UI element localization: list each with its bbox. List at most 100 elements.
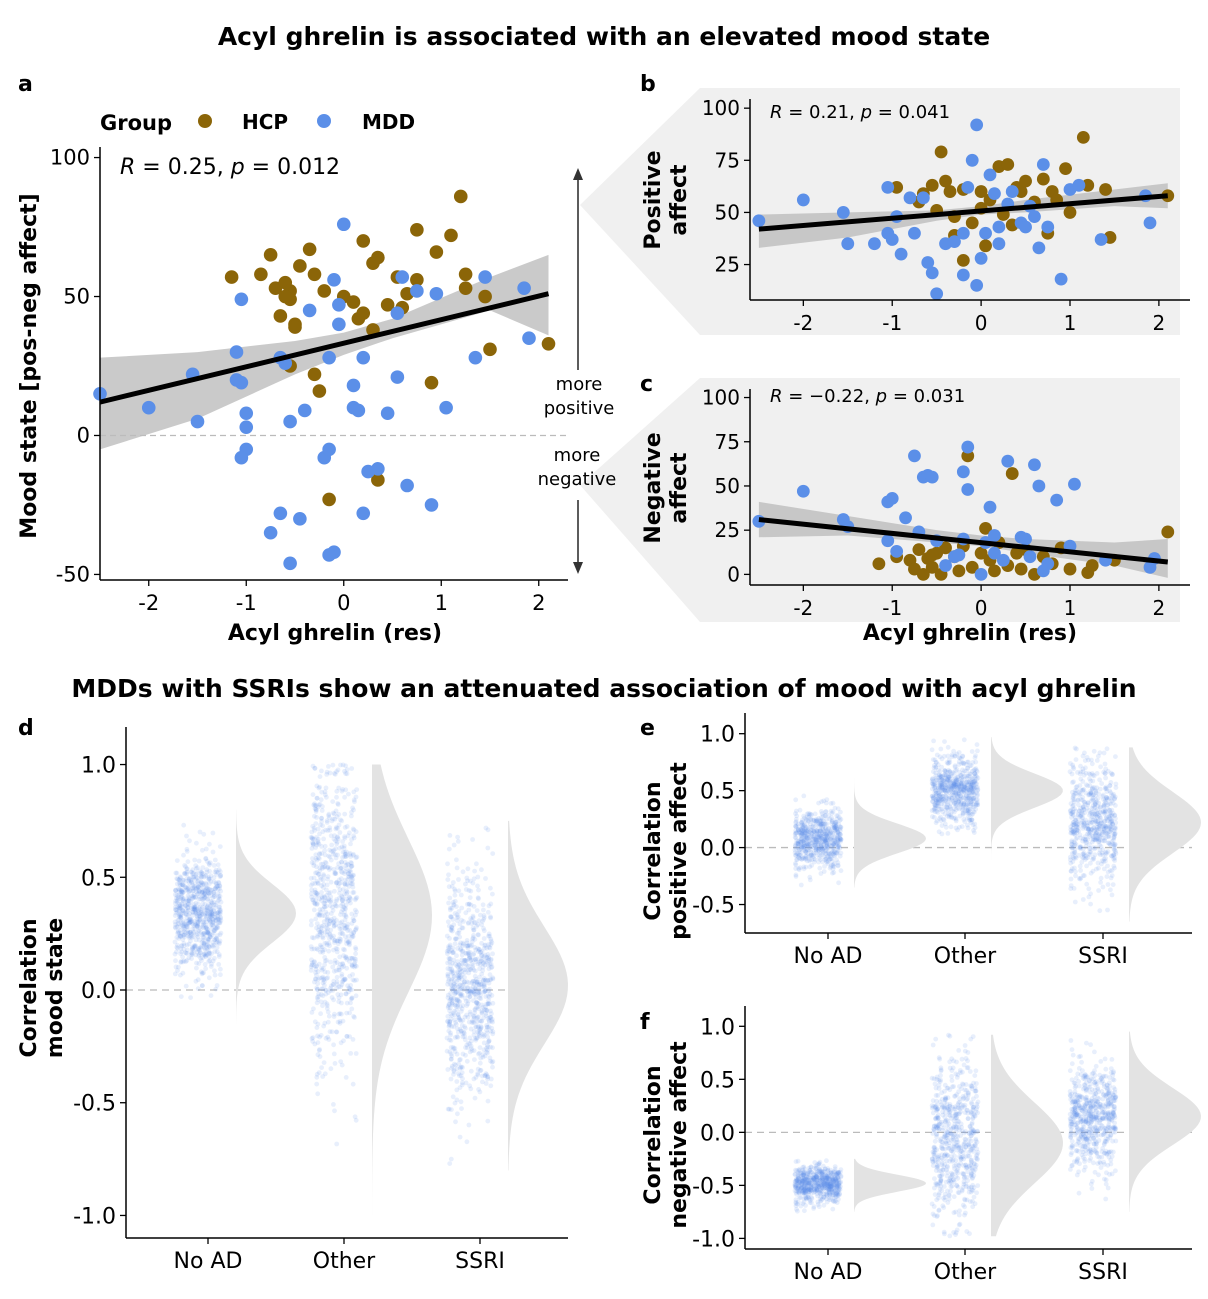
jitter-point bbox=[485, 1001, 491, 1007]
point-mdd bbox=[478, 270, 492, 284]
point-mdd bbox=[293, 512, 307, 526]
jitter-point bbox=[807, 811, 813, 817]
jitter-point bbox=[1108, 875, 1114, 881]
jitter-point bbox=[202, 888, 208, 894]
point-mdd bbox=[961, 181, 975, 194]
point-mdd bbox=[970, 118, 984, 132]
jitter-point bbox=[198, 882, 204, 887]
jitter-point bbox=[189, 950, 194, 956]
jitter-point bbox=[212, 949, 218, 954]
point-mdd bbox=[302, 303, 317, 318]
point-hcp bbox=[1161, 525, 1175, 539]
jitter-point bbox=[216, 904, 222, 910]
jitter-point bbox=[217, 908, 223, 914]
jitter-point bbox=[198, 945, 204, 951]
y-tick-label: 100 bbox=[702, 386, 740, 410]
jitter-point bbox=[488, 914, 493, 920]
jitter-point bbox=[181, 946, 187, 952]
jitter-point bbox=[209, 913, 215, 919]
jitter-point bbox=[974, 742, 980, 747]
jitter-point bbox=[215, 910, 221, 916]
jitter-point bbox=[207, 933, 213, 939]
jitter-point bbox=[205, 929, 211, 934]
jitter-point bbox=[939, 823, 945, 828]
jitter-point bbox=[327, 1029, 333, 1034]
jitter-point bbox=[319, 768, 324, 774]
jitter-point bbox=[204, 946, 210, 952]
x-axis-label: Acyl ghrelin (res) bbox=[228, 621, 442, 646]
point-hcp bbox=[307, 367, 322, 382]
jitter-point bbox=[809, 863, 815, 868]
jitter-point bbox=[173, 910, 179, 916]
y-tick-label: 50 bbox=[715, 474, 740, 498]
jitter-point bbox=[1077, 808, 1082, 814]
jitter-point bbox=[448, 1156, 454, 1162]
jitter-point bbox=[830, 870, 835, 876]
jitter-point bbox=[211, 875, 217, 881]
jitter-point bbox=[327, 903, 333, 909]
point-mdd bbox=[234, 375, 249, 390]
jitter-point bbox=[184, 924, 190, 930]
jitter-point bbox=[173, 925, 179, 931]
jitter-point bbox=[959, 824, 965, 829]
jitter-point bbox=[331, 978, 337, 984]
jitter-point bbox=[190, 874, 196, 880]
jitter-point bbox=[214, 949, 220, 955]
jitter-point bbox=[180, 922, 185, 928]
jitter-point bbox=[474, 1005, 479, 1010]
jitter-point bbox=[934, 777, 939, 783]
jitter-point bbox=[467, 1083, 473, 1089]
jitter-point bbox=[318, 949, 323, 955]
jitter-point bbox=[214, 945, 220, 950]
jitter-point bbox=[457, 986, 462, 992]
jitter-point bbox=[173, 888, 178, 894]
jitter-point bbox=[937, 816, 942, 821]
jitter-point bbox=[184, 951, 190, 956]
jitter-point bbox=[454, 1097, 460, 1103]
jitter-point bbox=[806, 1165, 812, 1171]
jitter-point bbox=[838, 1173, 844, 1179]
jitter-point bbox=[216, 962, 222, 967]
jitter-point bbox=[340, 978, 346, 984]
jitter-point bbox=[1102, 761, 1108, 767]
point-hcp bbox=[988, 564, 1001, 578]
jitter-point bbox=[327, 827, 333, 833]
jitter-point bbox=[479, 971, 485, 977]
point-mdd bbox=[234, 450, 249, 465]
jitter-point bbox=[339, 788, 345, 794]
jitter-point bbox=[176, 886, 181, 892]
jitter-point bbox=[204, 867, 210, 872]
panel-label-a: a bbox=[18, 72, 33, 97]
jitter-point bbox=[211, 889, 217, 895]
jitter-point bbox=[1103, 808, 1108, 814]
jitter-point bbox=[198, 913, 204, 919]
points-other bbox=[308, 762, 360, 1147]
jitter-point bbox=[342, 871, 347, 876]
jitter-point bbox=[178, 905, 183, 911]
jitter-point bbox=[347, 895, 353, 901]
jitter-point bbox=[962, 784, 968, 790]
jitter-point bbox=[206, 890, 212, 896]
jitter-point bbox=[203, 922, 208, 928]
jitter-point bbox=[486, 1018, 492, 1023]
jitter-point bbox=[201, 925, 207, 931]
jitter-point bbox=[192, 904, 198, 910]
jitter-point bbox=[191, 902, 197, 907]
jitter-point bbox=[207, 881, 212, 886]
jitter-point bbox=[449, 914, 454, 920]
jitter-point bbox=[960, 774, 966, 780]
jitter-point bbox=[191, 894, 197, 900]
jitter-point bbox=[1088, 891, 1093, 897]
x-axis-label: Acyl ghrelin (res) bbox=[863, 621, 1077, 646]
jitter-point bbox=[1093, 800, 1098, 805]
jitter-point bbox=[485, 1030, 490, 1036]
jitter-point bbox=[175, 900, 181, 906]
jitter-point bbox=[216, 867, 222, 873]
jitter-point bbox=[202, 951, 208, 957]
jitter-point bbox=[455, 834, 460, 840]
jitter-point bbox=[445, 981, 450, 987]
jitter-point bbox=[196, 947, 202, 953]
jitter-point bbox=[1108, 770, 1114, 776]
jitter-point bbox=[472, 1010, 478, 1016]
point-hcp bbox=[317, 284, 332, 298]
